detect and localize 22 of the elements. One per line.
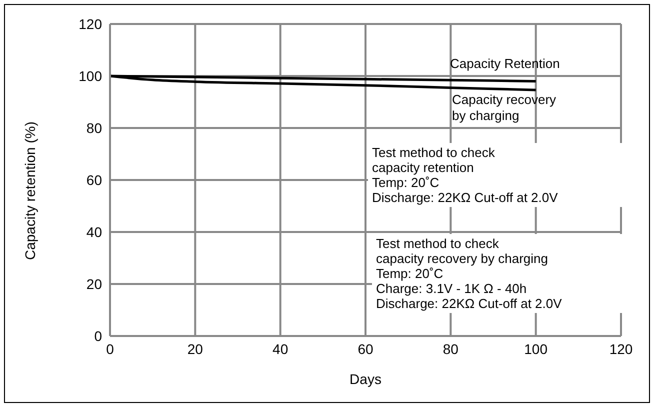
x-tick-label: 100 [524, 340, 548, 357]
y-tick-label: 20 [86, 276, 102, 292]
y-tick-label: 100 [78, 68, 102, 84]
y-axis-title: Capacity retention (%) [22, 121, 38, 260]
series-label: Capacity Retention [450, 56, 560, 72]
annotation: Test method to check capacity recovery by charging Temp: 20˚C Charge: 3.1V - 1K Ω - 40h Discharge: 22KΩ Cut-off at 2.0V [376, 236, 563, 311]
series-label: Capacity recovery by charging [452, 92, 556, 124]
y-tick-label: 80 [86, 120, 102, 136]
annotation: Test method to check capacity retention Temp: 20˚C Discharge: 22KΩ Cut-off at 2.0V [372, 145, 559, 205]
y-tick-label: 60 [86, 172, 102, 188]
note-box: Test method to check capacity retention Temp: 20˚C Discharge: 22KΩ Cut-off at 2.0V [368, 143, 623, 207]
x-tick-label: 80 [442, 340, 459, 357]
x-tick-label: 0 [106, 340, 114, 357]
y-tick-label: 0 [94, 328, 102, 344]
x-tick-label: 60 [358, 340, 374, 357]
x-axis-title: Days [350, 371, 382, 387]
y-tick-label: 120 [78, 16, 102, 32]
x-tick-label: 20 [187, 340, 204, 357]
x-tick-label: 40 [272, 340, 288, 357]
y-tick-label: 40 [86, 224, 102, 240]
note-box: Test method to check capacity recovery by charging Temp: 20˚C Charge: 3.1V - 1K Ω - 40h Discharge: 22KΩ Cut-off at 2.0V [372, 234, 622, 313]
x-tick-label: 120 [609, 340, 633, 357]
